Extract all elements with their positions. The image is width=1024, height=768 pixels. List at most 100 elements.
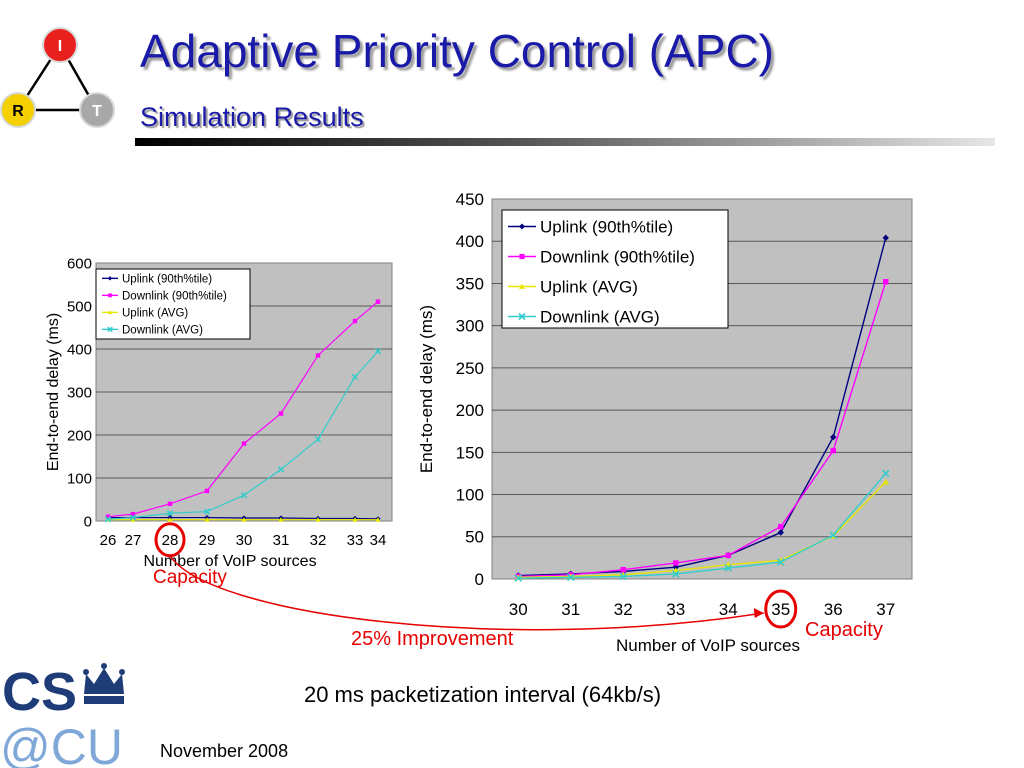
slide-date: November 2008 [160,741,289,761]
right-y-tick-label: 0 [475,570,484,589]
irt-node-i [42,27,78,63]
right-capacity-circle [764,589,798,629]
right-legend-box [501,209,729,329]
left-y-tick-label: 100 [67,470,92,487]
right-point-downlink_avg [776,558,785,566]
left-legend-label-downlink_avg: Downlink (AVG) [122,324,203,336]
right-legend-label-downlink_90: Downlink (90th%tile) [540,247,695,266]
right-y-tick-label: 350 [456,274,484,293]
irt-letter-r: R [12,103,24,120]
right-x-tick-labels: 30 31 32 33 34 35 36 37 [509,600,895,619]
left-point-downlink_90 [204,488,210,494]
left-y-tick-labels: 0 100 200 300 400 500 600 [67,255,92,530]
right-point-downlink_avg [881,469,890,478]
left-point-downlink_avg [240,492,248,499]
right-point-uplink_90 [882,234,889,242]
right-y-tick-label: 100 [456,486,484,505]
left-capacity-label: Capacity [153,567,227,588]
left-point-downlink_avg [314,436,322,443]
left-point-downlink_90 [352,318,358,324]
left-point-uplink_avg [315,517,321,522]
irt-node-t [79,92,115,128]
right-x-tick-label: 31 [561,600,580,619]
right-legend-label-uplink_avg: Uplink (AVG) [540,277,638,296]
slide-subtitle: Simulation Results [140,102,364,132]
cs-cu-logo: CS @CU [0,662,125,768]
right-series-line-downlink_avg [518,472,887,579]
right-point-uplink_90 [830,433,837,441]
slide-caption: 20 ms packetization interval (64kb/s) [303,682,662,707]
right-x-axis-label: Number of VoIP sources [616,636,800,655]
title-underline-bar [135,138,995,146]
right-y-tick-label: 400 [456,232,484,251]
slide-title: Adaptive Priority Control (APC) [140,25,774,77]
left-x-tick-label: 34 [370,532,387,549]
left-legend-marker-uplink_avg [107,310,113,315]
irt-node-r [0,92,36,128]
right-y-tick-label: 150 [456,443,484,462]
left-point-uplink_avg [352,517,358,522]
left-point-downlink_avg [351,373,359,381]
improvement-arrow [169,555,764,631]
left-x-tick-label: 33 [347,532,364,549]
left-y-axis-label: End-to-end delay (ms) [45,313,62,471]
right-point-downlink_avg [566,573,575,582]
right-legend-marker-downlink_90 [519,253,525,260]
irt-letter-i: I [58,38,62,55]
left-point-downlink_avg [129,514,137,521]
chart-left: 0 100 200 300 400 500 600 26 27 28 29 30 31 32 33 34 E… [45,255,393,588]
right-x-tick-label: 37 [876,600,895,619]
right-point-downlink_avg [829,531,838,539]
right-legend-label-uplink_90: Uplink (90th%tile) [540,217,673,236]
left-point-uplink_avg [204,517,210,522]
left-point-downlink_avg [277,466,285,473]
left-x-tick-label: 29 [199,532,216,549]
right-point-downlink_avg [724,564,733,572]
right-point-downlink_90 [883,279,889,285]
left-point-downlink_90 [105,514,111,519]
left-point-downlink_90 [278,411,284,416]
right-x-tick-label: 34 [719,600,738,619]
left-point-uplink_avg [375,517,381,522]
left-point-downlink_avg [104,516,112,523]
right-x-tick-label: 33 [666,600,685,619]
right-x-tick-label: 32 [614,600,633,619]
right-legend-marker-uplink_90 [519,223,525,230]
right-legend: Uplink (90th%tile) Downlink (90th%tile) Up… [501,209,729,329]
left-legend-label-uplink_90: Uplink (90th%tile) [122,273,212,285]
right-point-downlink_90 [620,566,626,573]
improvement-label: 25% Improvement [351,628,514,650]
left-y-tick-label: 0 [84,513,92,530]
improvement-arrowhead [753,608,764,619]
left-point-downlink_avg [374,347,382,355]
crown-icon [83,663,125,704]
chart-right: 0 50 100 150 200 250 300 350 400 450 30 31 32 33 34 35… [417,190,913,655]
right-point-downlink_90 [778,523,784,530]
right-point-uplink_90 [777,529,784,536]
right-legend-marker-uplink_avg [519,283,525,289]
left-point-downlink_90 [315,353,321,358]
left-legend-marker-uplink_90 [107,276,113,281]
left-y-tick-label: 400 [67,341,92,358]
cu-logo-line2: @CU [0,719,123,768]
left-point-downlink_avg [166,510,174,517]
left-point-downlink_90 [375,299,381,304]
right-series-line-downlink_90 [518,281,887,578]
right-y-tick-label: 450 [456,190,484,209]
left-point-uplink_avg [130,517,136,522]
left-x-axis-label: Number of VoIP sources [143,553,316,570]
left-x-tick-label: 31 [273,532,290,549]
left-legend-label-downlink_90: Downlink (90th%tile) [122,290,227,302]
left-point-downlink_90 [167,501,173,507]
right-x-tick-label: 30 [509,600,528,619]
left-point-downlink_avg [203,508,211,515]
left-x-tick-label: 27 [125,532,142,549]
left-y-tick-label: 200 [67,427,92,444]
left-point-uplink_avg [167,517,173,522]
left-point-downlink_90 [241,441,247,446]
left-series-group [104,299,382,523]
right-y-axis-label: End-to-end delay (ms) [417,305,436,473]
left-legend: Uplink (90th%tile) Downlink (90th%tile) Up… [95,268,251,340]
right-point-downlink_90 [830,447,836,454]
right-point-downlink_avg [514,574,523,582]
